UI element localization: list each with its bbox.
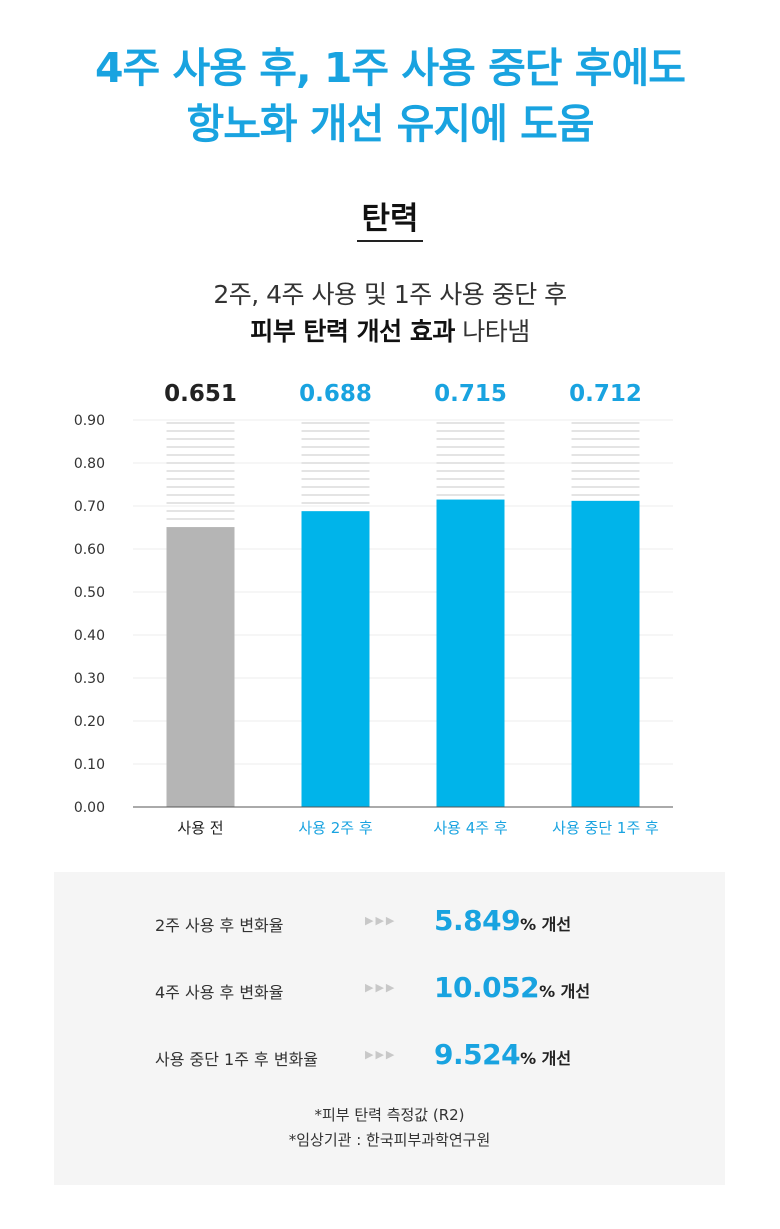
bar-background-stripe: [166, 502, 235, 504]
y-tick-label: 0.30: [74, 671, 105, 687]
bar-value-label: 0.651: [164, 381, 237, 407]
summary-row-value: 5.849% 개선: [434, 904, 571, 937]
change-rate-suffix: % 개선: [520, 1049, 572, 1068]
triple-arrow-icon: ▶▶▶: [365, 1048, 397, 1061]
y-tick-label: 0.60: [74, 542, 105, 558]
summary-panel: 2주 사용 후 변화율 ▶▶▶ 5.849% 개선 4주 사용 후 변화율 ▶▶…: [54, 872, 725, 1185]
bar-background-stripe: [571, 494, 640, 496]
x-category-label: 사용 전: [177, 819, 223, 837]
subtitle-line-1: 2주, 4주 사용 및 1주 사용 중단 후: [213, 280, 567, 309]
summary-row-stop-1week: 사용 중단 1주 후 변화율 ▶▶▶ 9.524% 개선: [54, 1038, 725, 1078]
bar: [301, 511, 370, 807]
bar-value-label: 0.688: [299, 381, 372, 407]
bar-background-stripe: [436, 430, 505, 432]
bar-background-stripe: [301, 494, 370, 496]
footnote-institution: *임상기관 : 한국피부과학연구원: [288, 1131, 491, 1149]
change-rate-number: 10.052: [434, 971, 540, 1004]
bar-background-stripe: [166, 422, 235, 424]
bar-background-stripe: [571, 454, 640, 456]
triple-arrow-icon: ▶▶▶: [365, 981, 397, 994]
y-tick-label: 0.80: [74, 456, 105, 472]
bar-background-stripe: [571, 462, 640, 464]
bar-background-stripe: [166, 494, 235, 496]
headline-line-2: 항노화 개선 유지에 도움: [186, 100, 594, 148]
bar-background-stripe: [166, 454, 235, 456]
bar-background-stripe: [301, 430, 370, 432]
summary-row-value: 9.524% 개선: [434, 1038, 571, 1071]
bar: [436, 499, 505, 807]
headline: 4주 사용 후, 1주 사용 중단 후에도 항노화 개선 유지에 도움: [0, 40, 780, 152]
bar-background-stripe: [571, 422, 640, 424]
bar-background-stripe: [436, 478, 505, 480]
change-rate-number: 5.849: [434, 904, 521, 937]
bar-background-stripe: [166, 462, 235, 464]
bar-background-stripe: [301, 470, 370, 472]
subtitle-bold-text: 피부 탄력 개선 효과: [250, 317, 455, 346]
bar-background-stripe: [436, 438, 505, 440]
bar: [571, 500, 640, 807]
change-rate-number: 9.524: [434, 1038, 521, 1071]
x-category-label: 사용 중단 1주 후: [552, 819, 659, 837]
subtitle-rest-text: 나타냄: [454, 317, 530, 346]
bar-background-stripe: [571, 486, 640, 488]
chart-subtitle: 2주, 4주 사용 및 1주 사용 중단 후 피부 탄력 개선 효과 나타냄: [0, 276, 780, 350]
change-rate-suffix: % 개선: [539, 982, 591, 1001]
bar-background-stripe: [166, 446, 235, 448]
bar-background-stripe: [436, 470, 505, 472]
bar-background-stripe: [436, 454, 505, 456]
y-tick-label: 0.90: [74, 413, 105, 429]
triple-arrow-icon: ▶▶▶: [365, 914, 397, 927]
bar-background-stripe: [166, 478, 235, 480]
y-tick-label: 0.40: [74, 628, 105, 644]
bar-value-label: 0.712: [569, 381, 642, 407]
bar-value-label: 0.715: [434, 381, 507, 407]
elasticity-bar-chart: 0.00 0.10 0.20 0.30 0.40 0.50 0.60 0.70 0.80 0.90…: [74, 381, 673, 837]
bar-background-stripe: [301, 422, 370, 424]
summary-row-2weeks: 2주 사용 후 변화율 ▶▶▶ 5.849% 개선: [54, 904, 725, 944]
section-title: 탄력: [361, 201, 419, 237]
bar-background-stripe: [301, 446, 370, 448]
y-tick-label: 0.70: [74, 499, 105, 515]
footnote-measurement: *피부 탄력 측정값 (R2): [314, 1106, 465, 1124]
subtitle-line-2: 피부 탄력 개선 효과 나타냄: [0, 313, 780, 350]
bar-background-stripe: [571, 438, 640, 440]
bar-background-stripe: [436, 494, 505, 496]
y-tick-label: 0.00: [74, 800, 105, 816]
summary-row-4weeks: 4주 사용 후 변화율 ▶▶▶ 10.052% 개선: [54, 971, 725, 1011]
bar-background-stripe: [436, 462, 505, 464]
bar-background-stripe: [166, 486, 235, 488]
x-category-label: 사용 2주 후: [298, 819, 372, 837]
bar-background-stripe: [301, 502, 370, 504]
summary-row-label: 4주 사용 후 변화율: [155, 983, 284, 1002]
change-rate-suffix: % 개선: [520, 915, 572, 934]
bar-background-stripe: [436, 446, 505, 448]
bar-background-stripe: [301, 438, 370, 440]
x-category-label: 사용 4주 후: [433, 819, 507, 837]
summary-row-label: 사용 중단 1주 후 변화율: [155, 1050, 319, 1069]
summary-row-value: 10.052% 개선: [434, 971, 590, 1004]
bar-background-stripe: [436, 486, 505, 488]
headline-line-1: 4주 사용 후, 1주 사용 중단 후에도: [95, 44, 686, 92]
bar-background-stripe: [571, 478, 640, 480]
bar-background-stripe: [571, 470, 640, 472]
bar-background-stripe: [166, 438, 235, 440]
bar-background-stripe: [301, 486, 370, 488]
bar-background-stripe: [436, 422, 505, 424]
bar: [166, 527, 235, 807]
bar-background-stripe: [166, 470, 235, 472]
bar-background-stripe: [571, 430, 640, 432]
summary-row-label: 2주 사용 후 변화율: [155, 916, 284, 935]
bar-background-stripe: [166, 430, 235, 432]
bar-background-stripe: [166, 510, 235, 512]
bar-background-stripe: [301, 462, 370, 464]
bar-background-stripe: [301, 478, 370, 480]
bar-background-stripe: [166, 518, 235, 520]
bar-background-stripe: [571, 446, 640, 448]
y-tick-label: 0.10: [74, 757, 105, 773]
y-tick-label: 0.50: [74, 585, 105, 601]
bar-background-stripe: [301, 454, 370, 456]
y-tick-label: 0.20: [74, 714, 105, 730]
section-title-underline: [357, 240, 423, 242]
